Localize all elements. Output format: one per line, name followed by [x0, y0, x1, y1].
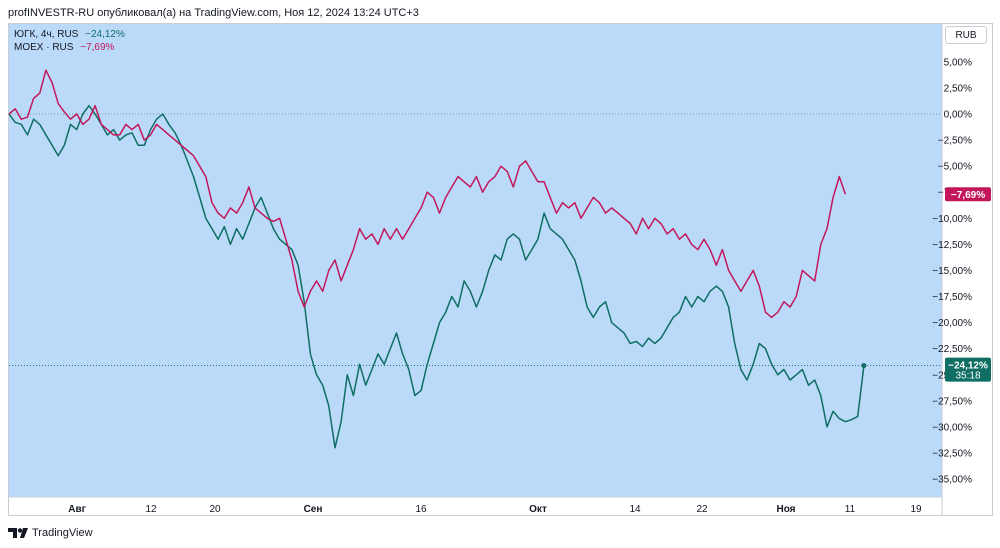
- y-tick-label: 0,00%: [944, 110, 972, 121]
- series-line-ugk: [8, 104, 865, 449]
- y-tick-label: 5,00%: [944, 57, 972, 68]
- x-tick-label: 19: [910, 504, 922, 515]
- tradingview-logo-icon: [8, 528, 28, 538]
- x-tick-label: 16: [415, 504, 427, 515]
- x-tick-label: 12: [145, 504, 157, 515]
- price-badge-value: −24,12%: [948, 361, 988, 372]
- y-tick-label: −5,00%: [938, 162, 972, 173]
- legend-value-ugk: −24,12%: [85, 29, 125, 40]
- y-tick-label: −20,00%: [932, 318, 972, 329]
- y-tick-label: −12,50%: [932, 240, 972, 251]
- y-tick-label: −35,00%: [932, 475, 972, 486]
- legend-label-ugk: ЮГК, 4ч, RUS: [14, 29, 79, 40]
- y-tick-label: 2,50%: [944, 83, 972, 94]
- currency-button[interactable]: RUB: [945, 26, 987, 44]
- x-tick-label: Окт: [529, 504, 547, 515]
- x-tick-label: 11: [845, 504, 856, 515]
- x-tick-label: 22: [696, 504, 708, 515]
- legend-row-ugk[interactable]: ЮГК, 4ч, RUS −24,12%: [14, 29, 125, 40]
- x-tick-label: Сен: [304, 504, 323, 515]
- x-tick-label: 14: [629, 504, 641, 515]
- y-tick-label: −32,50%: [932, 448, 972, 459]
- y-tick-label: −27,50%: [932, 396, 972, 407]
- footer-brand-text: TradingView: [32, 527, 93, 539]
- price-badge-ugk: [945, 357, 991, 382]
- plot-area: [9, 24, 942, 497]
- chart-frame: [8, 23, 993, 516]
- last-point-marker-ugk: [861, 363, 867, 369]
- price-badge-value: −7,69%: [951, 190, 985, 201]
- series-line-moex: [8, 69, 847, 319]
- y-tick-label: −17,50%: [932, 292, 972, 303]
- footer-branding[interactable]: TradingView: [8, 527, 93, 539]
- price-badge-moex: [945, 187, 991, 202]
- legend-label-moex: MOEX · RUS: [14, 42, 74, 53]
- y-tick-label: −2,50%: [938, 136, 972, 147]
- x-tick-label: 20: [209, 504, 221, 515]
- legend-row-moex[interactable]: MOEX · RUS −7,69%: [14, 42, 114, 53]
- y-tick-label: −15,00%: [932, 266, 972, 277]
- y-tick-label: −30,00%: [932, 422, 972, 433]
- legend-value-moex: −7,69%: [80, 42, 115, 53]
- x-tick-label: Авг: [68, 504, 86, 515]
- y-tick-label: −22,50%: [932, 344, 972, 355]
- price-badge-countdown: 35:18: [955, 371, 980, 382]
- x-tick-label: Ноя: [776, 504, 795, 515]
- publish-header: profINVESTR-RU опубликовал(а) на Trading…: [8, 7, 419, 19]
- y-tick-label: −10,00%: [932, 214, 972, 225]
